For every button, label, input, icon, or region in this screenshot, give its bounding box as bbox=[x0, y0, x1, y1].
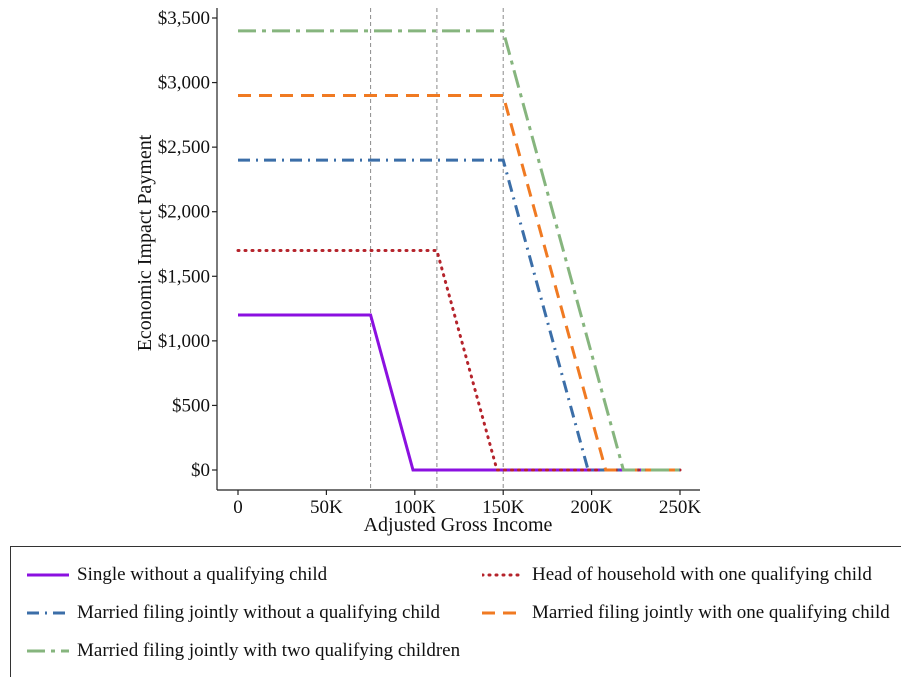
legend-label: Married filing jointly with two qualifyi… bbox=[77, 640, 461, 661]
legend-key-head-of-household bbox=[482, 573, 524, 577]
x-axis-ticks: 0 50K 100K 150K 200K 250K bbox=[233, 490, 701, 518]
legend-key-single bbox=[27, 573, 69, 577]
x-tick-label: 200K bbox=[570, 497, 613, 518]
legend-key-married-no-child bbox=[27, 611, 69, 615]
y-tick-label: $2,500 bbox=[158, 137, 210, 158]
x-tick-label: 150K bbox=[482, 497, 525, 518]
legend-label: Head of household with one qualifying ch… bbox=[532, 564, 872, 585]
x-axis-label: Adjusted Gross Income bbox=[364, 514, 553, 536]
series-line-3 bbox=[238, 94, 680, 472]
y-tick-label: $3,500 bbox=[158, 8, 210, 29]
series-line-4 bbox=[238, 29, 680, 472]
legend-key-married-two-children bbox=[27, 649, 69, 653]
series-lines bbox=[236, 29, 682, 472]
y-tick-label: $2,000 bbox=[158, 202, 210, 223]
x-tick-label: 0 bbox=[233, 497, 243, 518]
series-line-1 bbox=[236, 249, 682, 472]
axes bbox=[216, 8, 700, 491]
legend-item-single: Single without a qualifying child bbox=[27, 563, 327, 587]
legend-key-married-one-child bbox=[482, 611, 524, 615]
legend-item-married-two-children: Married filing jointly with two qualifyi… bbox=[27, 639, 460, 663]
y-tick-label: $500 bbox=[172, 395, 210, 416]
y-axis-ticks: $0 $500 $1,000 $1,500 $2,000 $2,500 $3,000 $3,5… bbox=[158, 8, 217, 481]
legend-item-married-no-child: Married filing jointly without a qualify… bbox=[27, 601, 440, 625]
x-tick-label: 100K bbox=[394, 497, 437, 518]
reference-lines bbox=[370, 8, 504, 490]
y-axis-label: Economic Impact Payment bbox=[134, 134, 156, 351]
legend-item-married-one-child: Married filing jointly with one qualifyi… bbox=[482, 601, 890, 625]
y-tick-label: $0 bbox=[191, 460, 210, 481]
x-tick-label: 250K bbox=[659, 497, 702, 518]
legend-item-head-of-household: Head of household with one qualifying ch… bbox=[482, 563, 872, 587]
legend-label: Single without a qualifying child bbox=[77, 564, 328, 585]
legend-label: Married filing jointly without a qualify… bbox=[77, 602, 441, 623]
legend: Single without a qualifying child Head o… bbox=[10, 546, 901, 677]
y-tick-label: $3,000 bbox=[158, 73, 210, 94]
chart-canvas: $0 $500 $1,000 $1,500 $2,000 $2,500 $3,000 $3,5… bbox=[134, 8, 701, 536]
y-tick-label: $1,500 bbox=[158, 266, 210, 287]
series-line-0 bbox=[238, 313, 680, 472]
legend-label: Married filing jointly with one qualifyi… bbox=[532, 602, 890, 623]
x-tick-label: 50K bbox=[310, 497, 343, 518]
y-tick-label: $1,000 bbox=[158, 331, 210, 352]
